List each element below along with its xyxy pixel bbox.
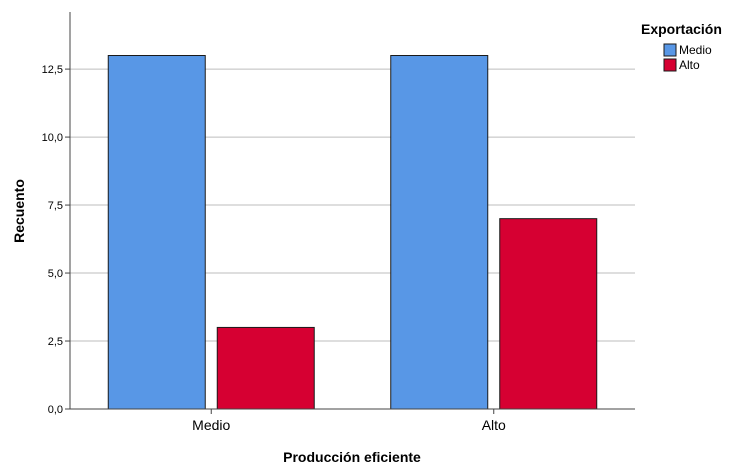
bar-medio-alto [216, 326, 315, 410]
legend-label-medio: Medio [679, 43, 712, 57]
x-axis-title: Producción eficiente [283, 449, 421, 463]
x-tick-label: Medio [192, 417, 230, 433]
y-axis-title: Recuento [11, 179, 27, 243]
y-tick-label: 12,5 [42, 64, 63, 76]
y-tick-label: 10,0 [42, 132, 63, 144]
legend-swatch-medio [663, 43, 677, 57]
y-tick-label: 0,0 [48, 404, 63, 416]
legend-swatch-alto [663, 58, 677, 72]
bar-alto-alto [499, 218, 598, 410]
axes [69, 12, 635, 410]
bar-alto-medio [390, 55, 489, 410]
legend-title: Exportación [641, 21, 722, 37]
y-tick-label: 2,5 [48, 336, 63, 348]
x-ticks: Medio Alto [192, 409, 506, 433]
y-ticks: 0,0 2,5 5,0 7,5 10,0 12,5 [42, 64, 70, 416]
legend-label-alto: Alto [679, 58, 700, 72]
bars [107, 55, 598, 410]
bar-medio-medio [107, 55, 206, 410]
x-tick-label: Alto [482, 417, 506, 433]
y-tick-label: 5,0 [48, 268, 63, 280]
y-tick-label: 7,5 [48, 200, 63, 212]
